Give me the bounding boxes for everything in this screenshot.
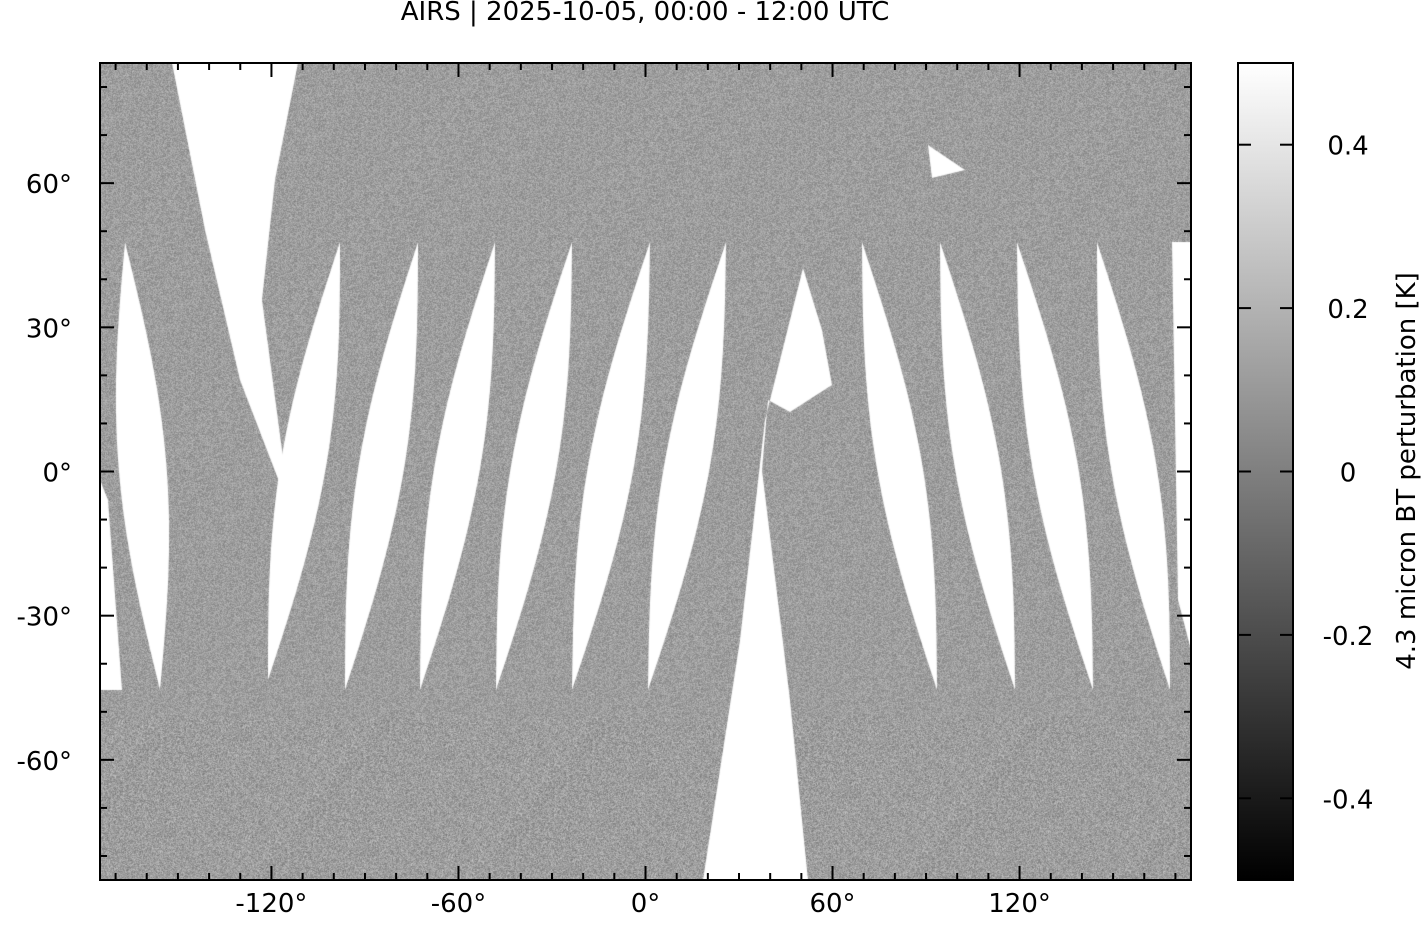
x-tick-label: -60°	[431, 889, 486, 919]
y-tick-label: -30°	[17, 603, 72, 633]
bt-perturbation-map	[100, 63, 1191, 880]
x-tick-label: 120°	[988, 889, 1051, 919]
colorbar-tick-label: 0	[1340, 459, 1357, 489]
colorbar-tick-label: -0.4	[1323, 785, 1374, 815]
map-frame	[99, 62, 1192, 881]
y-tick-label: 30°	[26, 314, 72, 344]
colorbar-tick-label: 0.4	[1327, 132, 1368, 162]
colorbar-tick-label: -0.2	[1323, 622, 1374, 652]
y-tick-label: 0°	[42, 459, 72, 489]
chart-title: AIRS | 2025-10-05, 00:00 - 12:00 UTC	[400, 0, 890, 27]
x-tick-label: -120°	[235, 889, 307, 919]
colorbar-label: 4.3 micron BT perturbation [K]	[1392, 272, 1422, 670]
y-tick-label: -60°	[17, 747, 72, 777]
y-tick-label: 60°	[26, 170, 72, 200]
colorbar-tick-label: 0.2	[1327, 295, 1368, 325]
x-tick-label: 0°	[631, 889, 661, 919]
x-tick-label: 60°	[809, 889, 855, 919]
